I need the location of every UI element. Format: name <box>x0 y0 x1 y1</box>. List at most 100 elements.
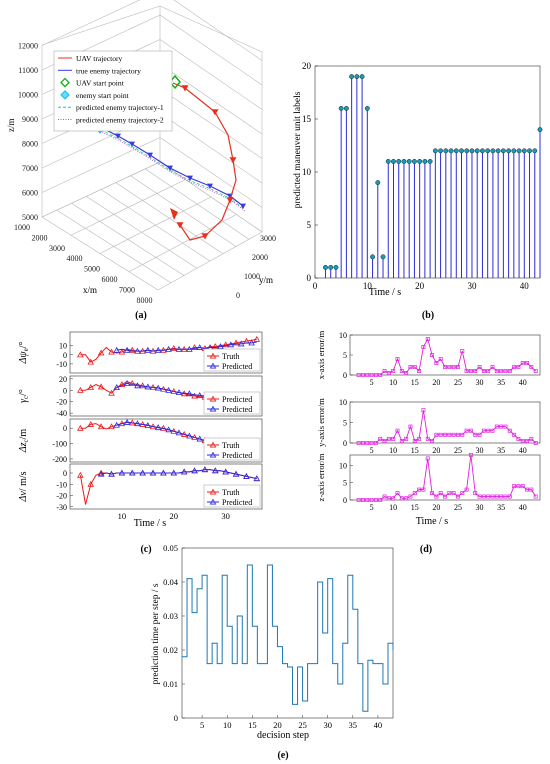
error-marker <box>430 491 434 496</box>
series-marker <box>154 346 162 353</box>
x-tick-label: 15 <box>411 446 419 455</box>
y-tick-label: -20 <box>56 492 67 501</box>
error-marker <box>464 369 469 373</box>
error-marker <box>378 436 383 441</box>
error-marker <box>395 428 400 433</box>
x-tick-label: 20 <box>432 446 440 455</box>
stem-marker <box>422 158 428 164</box>
error-marker <box>477 432 482 437</box>
error-marker <box>365 373 370 377</box>
series-marker <box>118 469 126 476</box>
series-marker <box>222 341 229 348</box>
panel-label-b: (b) <box>422 310 434 321</box>
y-tick-label: 0 <box>63 351 67 360</box>
y-tick-label: 5 <box>343 419 347 428</box>
legend-swatch <box>209 488 217 495</box>
error-marker <box>533 369 538 373</box>
axis-edge <box>159 5 263 53</box>
x-tick-label: 10 <box>223 720 232 730</box>
error-marker <box>395 491 400 496</box>
stem-marker <box>385 158 391 164</box>
legend-swatch <box>209 451 217 458</box>
uav-marker <box>229 157 237 164</box>
stairs-plot: 0 0.01 0.02 0.03 0.04 0.05 5 10 15 20 25 30 35 40 <box>163 543 394 730</box>
legend-entry: Truth <box>222 352 240 361</box>
series-marker <box>232 339 240 346</box>
stem-marker <box>527 148 532 154</box>
x-tick-label: 25 <box>454 503 462 512</box>
error-marker <box>494 369 499 373</box>
error-marker <box>464 428 469 433</box>
error-marker <box>373 441 378 445</box>
x-tick-label: 40 <box>519 503 527 512</box>
stem-marker <box>401 158 407 164</box>
legend-swatch <box>209 441 217 448</box>
error-marker <box>481 369 486 373</box>
y-axis-label: Δψe/° <box>18 342 30 365</box>
error-marker <box>468 428 473 433</box>
error-marker <box>438 491 443 496</box>
series-line <box>101 469 257 480</box>
series-marker <box>175 345 183 352</box>
x-tick-label: 5 <box>200 720 204 730</box>
grid-line <box>41 0 141 46</box>
z-tick-label: 6000 <box>22 189 38 198</box>
error-marker <box>494 424 499 429</box>
series-marker <box>165 345 172 352</box>
x-tick-label: 5000 <box>84 265 100 274</box>
stem-marker <box>417 158 423 164</box>
error-marker <box>512 365 517 369</box>
series-marker <box>170 344 178 351</box>
y-axis-label: y/m <box>259 275 273 285</box>
error-marker <box>421 487 426 492</box>
y-tick-label: 0 <box>343 439 347 448</box>
error-marker <box>417 436 422 441</box>
error-marker <box>499 369 504 373</box>
y-tick-label: 0 <box>63 424 67 433</box>
stem-marker <box>537 127 543 133</box>
x-tick-label: 5 <box>370 503 374 512</box>
y-axis-label: γc/° <box>18 389 30 403</box>
series-marker <box>108 423 115 430</box>
series-marker <box>123 380 131 386</box>
series-marker <box>227 341 235 348</box>
y-tick-label: 0.04 <box>163 577 179 587</box>
series-marker <box>128 380 136 386</box>
predicted-enemy-trajectory-2 <box>101 131 246 212</box>
grid-line <box>99 196 212 254</box>
stem-marker <box>406 158 412 164</box>
error-marker <box>434 494 439 499</box>
panel-label-e: (e) <box>277 750 288 761</box>
y-tick-label: 1000 <box>244 272 260 281</box>
error-marker <box>473 369 478 373</box>
x-tick-label: 5 <box>370 378 374 387</box>
error-marker <box>373 373 378 377</box>
subplot-area <box>349 454 541 501</box>
legend-entry: enemy start point <box>76 91 130 100</box>
timing-stairs-line <box>182 564 394 712</box>
y-tick-label: 5 <box>307 220 312 230</box>
error-marker <box>391 496 396 501</box>
error-marker <box>443 432 447 437</box>
error-marker <box>361 441 365 445</box>
error-marker <box>356 441 361 445</box>
plot-area <box>314 65 541 279</box>
error-marker <box>520 484 525 489</box>
stem-marker <box>427 158 433 164</box>
x-tick-label: 20 <box>273 720 282 730</box>
x-tick-label: 25 <box>454 446 462 455</box>
series-marker <box>97 469 105 476</box>
stem-marker <box>479 148 485 154</box>
series-marker <box>144 422 152 428</box>
legend-swatch <box>209 498 217 505</box>
uav-marker <box>170 208 178 220</box>
panel-label-c: (c) <box>140 544 151 555</box>
error-marker <box>529 436 534 441</box>
stem-marker <box>500 148 506 154</box>
chart-legend: UAV trajectory true enemy trajectory UAV s… <box>53 50 173 132</box>
uav-marker <box>226 197 234 204</box>
error-marker <box>430 353 434 357</box>
uav-marker <box>211 109 219 116</box>
error-marker <box>486 369 491 373</box>
series-marker <box>134 347 141 354</box>
